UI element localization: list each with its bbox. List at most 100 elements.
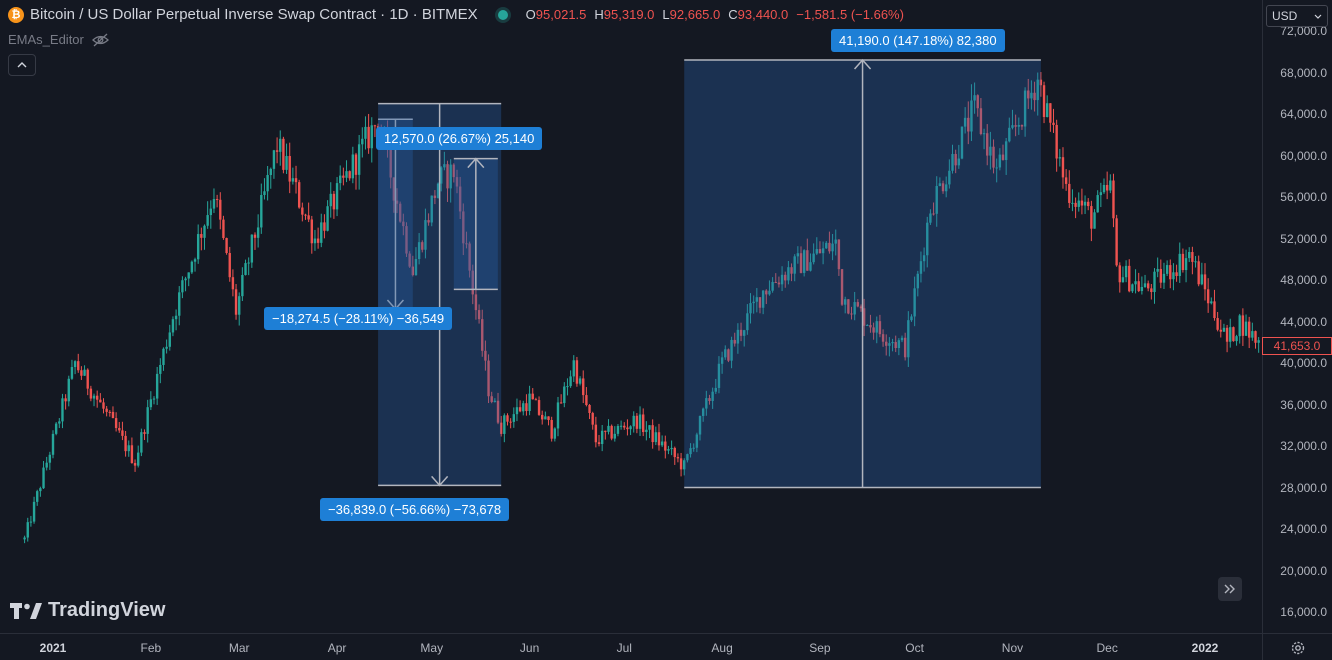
- chart-settings-button[interactable]: [1262, 633, 1332, 660]
- candle-body: [335, 183, 339, 210]
- candle-body: [695, 434, 699, 448]
- candle-body: [64, 398, 67, 402]
- candle-body: [1162, 273, 1166, 283]
- candle-body: [1165, 265, 1169, 274]
- candle-body: [692, 447, 695, 449]
- candle-body: [512, 414, 515, 422]
- time-tick: May: [420, 641, 444, 655]
- candle-body: [717, 363, 721, 388]
- candle-body: [1017, 125, 1020, 127]
- candle-body: [1232, 327, 1235, 342]
- candle-body: [313, 238, 317, 244]
- candle-body: [1159, 268, 1163, 283]
- double-chevron-right-icon: [1224, 584, 1235, 594]
- candle-body: [619, 425, 623, 427]
- measure-label-rebound[interactable]: 12,570.0 (26.67%) 25,140: [376, 127, 543, 150]
- candle-body: [944, 184, 948, 192]
- candle-body: [973, 95, 976, 101]
- currency-value: USD: [1272, 9, 1298, 23]
- candle-body: [828, 242, 831, 252]
- candle-body: [294, 178, 298, 183]
- candle-body: [843, 299, 847, 305]
- indicator-name[interactable]: EMAs_Editor: [8, 32, 84, 47]
- candle-body: [503, 415, 506, 434]
- candle-body: [610, 425, 613, 439]
- candle-body: [1052, 122, 1055, 125]
- candle-body: [632, 415, 635, 427]
- candle-body: [575, 360, 579, 384]
- candle-body: [1080, 200, 1084, 206]
- candle-body: [701, 408, 705, 416]
- candle-body: [686, 454, 689, 461]
- candle-body: [515, 407, 519, 415]
- candle-body: [1001, 154, 1005, 160]
- candle-body: [452, 164, 456, 178]
- candle-body: [689, 448, 692, 455]
- candle-body: [1020, 125, 1024, 127]
- candle-body: [919, 261, 923, 274]
- high-label: H: [594, 7, 604, 22]
- candle-body: [250, 234, 254, 263]
- candle-body: [506, 415, 509, 422]
- candle-body: [525, 403, 528, 412]
- candle-body: [708, 398, 711, 401]
- candle-body: [351, 154, 355, 179]
- candle-body: [332, 193, 336, 210]
- candle-body: [900, 337, 904, 341]
- candle-body: [114, 418, 118, 429]
- candle-body: [866, 324, 869, 326]
- candle-body: [1257, 340, 1260, 343]
- candle-body: [421, 242, 424, 250]
- candle-body: [39, 488, 42, 492]
- candle-body: [1121, 277, 1125, 283]
- eye-off-icon[interactable]: [91, 33, 109, 47]
- candle-body: [600, 430, 604, 444]
- candle-body: [143, 432, 146, 434]
- time-axis[interactable]: 2021 Feb Mar Apr May Jun Jul Aug Sep Oct Nov Dec 202…: [0, 633, 1262, 660]
- tradingview-brand[interactable]: TradingView: [10, 599, 165, 622]
- candle-body: [563, 386, 566, 404]
- candle-body: [743, 330, 746, 336]
- candle-body: [279, 138, 282, 152]
- candle-body: [654, 432, 658, 443]
- candle-body: [1055, 124, 1058, 159]
- candle-body: [582, 378, 585, 396]
- measure-label-crash[interactable]: −36,839.0 (−56.66%) −73,678: [320, 498, 510, 521]
- candle-body: [629, 426, 632, 430]
- time-tick: 2022: [1191, 641, 1219, 655]
- measure-label-april-drop[interactable]: −18,274.5 (−28.11%) −36,549: [264, 307, 453, 330]
- scroll-to-realtime-button[interactable]: [1218, 577, 1242, 601]
- measure-label-rally[interactable]: 41,190.0 (147.18%) 82,380: [831, 29, 1005, 52]
- candle-body: [790, 267, 793, 274]
- candle-body: [1229, 327, 1232, 342]
- candle-body: [733, 339, 736, 344]
- price-chart[interactable]: [0, 0, 1262, 633]
- candle-body: [1143, 283, 1147, 287]
- candle-body: [903, 337, 907, 358]
- time-tick: Jul: [616, 641, 632, 655]
- candle-body: [531, 393, 534, 400]
- candle-body: [320, 222, 323, 243]
- price-axis[interactable]: 16,000.0 20,000.0 24,000.0 28,000.0 32,000.0…: [1262, 0, 1332, 633]
- collapse-legend-button[interactable]: [8, 54, 36, 76]
- high-value: 95,319.0: [603, 7, 655, 22]
- candle-body: [187, 272, 190, 279]
- symbol-title[interactable]: Bitcoin / US Dollar Perpetual Inverse Sw…: [30, 6, 478, 23]
- price-tick: 68,000.0: [1280, 65, 1327, 80]
- currency-select[interactable]: USD: [1266, 5, 1328, 27]
- candle-body: [784, 274, 787, 281]
- candle-body: [146, 407, 149, 434]
- candle-body: [881, 334, 885, 342]
- candle-body: [724, 349, 727, 358]
- candle-body: [159, 364, 162, 374]
- candle-body: [99, 399, 102, 403]
- candle-body: [212, 199, 216, 209]
- candle-body: [430, 195, 433, 223]
- candle-body: [1014, 125, 1017, 127]
- candle-body: [1004, 141, 1008, 160]
- candle-body: [891, 342, 894, 344]
- candle-body: [979, 108, 983, 135]
- symbol-header: ₿ Bitcoin / US Dollar Perpetual Inverse …: [8, 6, 904, 23]
- indicator-legend[interactable]: EMAs_Editor: [8, 32, 109, 47]
- candle-body: [638, 414, 642, 429]
